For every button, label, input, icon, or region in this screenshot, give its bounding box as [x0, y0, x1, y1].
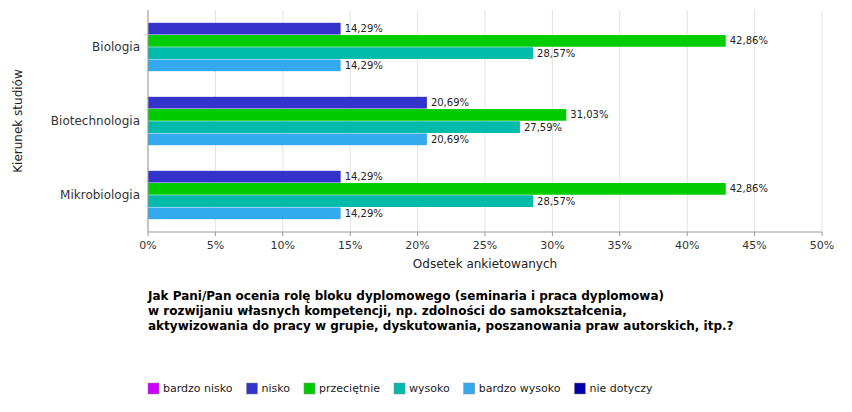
y-tick-label: Biologia — [92, 40, 140, 54]
y-tick-label: Mikrobiologia — [60, 188, 140, 202]
x-tick-label: 20% — [405, 239, 429, 252]
legend-label: nie dotyczy — [589, 382, 653, 395]
x-tick — [687, 232, 688, 236]
x-tick — [282, 232, 283, 236]
bar — [148, 47, 533, 59]
x-tick-label: 30% — [540, 239, 564, 252]
x-tick-label: 25% — [473, 239, 497, 252]
legend-label: bardzo nisko — [163, 382, 233, 395]
legend-swatch — [148, 383, 159, 394]
legend-label: wysoko — [409, 382, 450, 395]
x-tick — [485, 232, 486, 236]
data-label: 14,29% — [345, 171, 383, 182]
axes: 0% 5% 10% 15% 20% 25% 30% 35% 40% 45% 50% Biologia B… — [51, 10, 834, 252]
x-tick-label: 50% — [810, 239, 834, 252]
bar — [148, 121, 520, 133]
x-tick-label: 0% — [139, 239, 156, 252]
grid-line — [822, 10, 823, 232]
bar — [148, 171, 341, 183]
x-tick — [754, 232, 755, 236]
x-axis-label: Odsetek ankietowanych — [413, 257, 557, 271]
bar — [148, 109, 566, 121]
legend-swatch — [247, 383, 258, 394]
bar — [148, 23, 341, 35]
legend-label: przeciętnie — [319, 382, 380, 395]
legend-swatch — [394, 383, 405, 394]
caption-line: w rozwijaniu własnych kompetencji, np. z… — [148, 304, 627, 318]
bars — [148, 23, 726, 219]
x-tick — [215, 232, 216, 236]
x-tick — [350, 232, 351, 236]
legend: bardzo nisko nisko przeciętnie wysoko bardzo… — [148, 382, 653, 395]
data-label: 20,69% — [431, 97, 469, 108]
data-label: 20,69% — [431, 134, 469, 145]
legend-label: nisko — [262, 382, 291, 395]
x-tick — [552, 232, 553, 236]
caption-line: aktywizowania do pracy w grupie, dyskuto… — [148, 319, 734, 333]
bar — [148, 133, 427, 145]
data-label: 42,86% — [730, 35, 768, 46]
legend-swatch — [304, 383, 315, 394]
bar — [148, 59, 341, 71]
data-label: 28,57% — [537, 196, 575, 207]
x-tick-label: 45% — [742, 239, 766, 252]
data-label: 31,03% — [570, 109, 608, 120]
caption-line: Jak Pani/Pan ocenia rolę bloku dyplomowe… — [147, 289, 664, 303]
data-label: 27,59% — [524, 122, 562, 133]
x-tick-label: 5% — [207, 239, 224, 252]
y-axis-line — [148, 10, 149, 232]
y-axis-label: Kierunek studiów — [11, 69, 25, 173]
grid-line — [148, 10, 149, 232]
x-tick-label: 10% — [271, 239, 295, 252]
x-tick-label: 15% — [338, 239, 362, 252]
bar — [148, 35, 726, 47]
data-label: 14,29% — [345, 208, 383, 219]
legend-swatch — [574, 383, 585, 394]
x-tick — [417, 232, 418, 236]
x-tick-label: 40% — [675, 239, 699, 252]
grid — [148, 10, 822, 232]
data-label: 42,86% — [730, 183, 768, 194]
data-labels: 14,29% 20,69% 14,29% 42,86% 31,03% 42,86% 28,5… — [345, 23, 768, 219]
x-tick — [619, 232, 620, 236]
y-tick-label: Biotechnologia — [51, 114, 140, 128]
chart: 14,29% 20,69% 14,29% 42,86% 31,03% 42,86% 28,5… — [0, 0, 852, 412]
legend-swatch — [464, 383, 475, 394]
data-label: 14,29% — [345, 23, 383, 34]
data-label: 28,57% — [537, 48, 575, 59]
x-tick — [148, 232, 149, 236]
caption: Jak Pani/Pan ocenia rolę bloku dyplomowe… — [147, 289, 734, 333]
bar — [148, 207, 341, 219]
bar — [148, 183, 726, 195]
bar — [148, 195, 533, 207]
legend-label: bardzo wysoko — [479, 382, 561, 395]
bar — [148, 97, 427, 109]
x-tick — [822, 232, 823, 236]
x-tick-label: 35% — [608, 239, 632, 252]
data-label: 14,29% — [345, 60, 383, 71]
